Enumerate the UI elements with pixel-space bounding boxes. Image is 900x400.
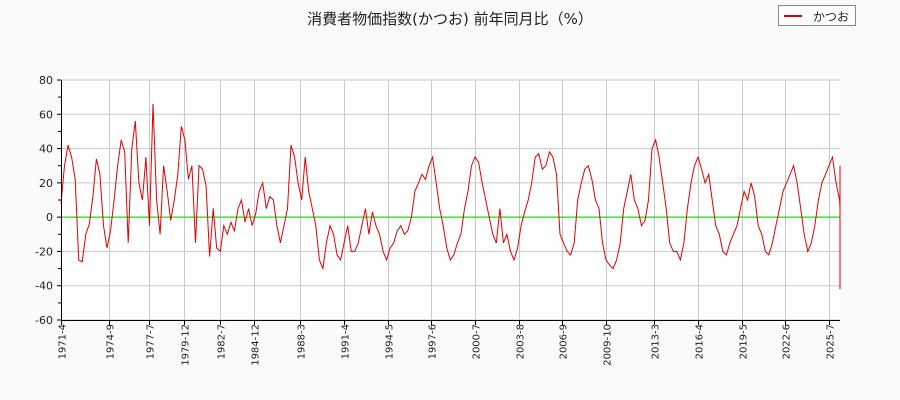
x-tick-label: 2000-7 <box>472 324 483 359</box>
x-tick-label: 2013-3 <box>651 324 662 359</box>
y-tick-label: -20 <box>35 245 53 258</box>
x-tick-label: 1991-4 <box>341 324 352 359</box>
legend-swatch-icon <box>784 15 802 17</box>
x-tick-label: 1977-7 <box>146 324 157 359</box>
x-tick-label: 2016-4 <box>695 324 706 359</box>
chart-title: 消費者物価指数(かつお) 前年同月比（%） <box>307 10 593 28</box>
x-tick-label: 1988-3 <box>297 324 308 359</box>
axes <box>57 79 840 325</box>
x-tick-label: 1982-7 <box>217 324 228 359</box>
series-line-katsuo <box>60 103 841 290</box>
x-tick-label: 1994-5 <box>385 324 396 359</box>
x-axis-labels: 1971-4 1974-9 1977-7 1979-12 1982-7 1984-12 19… <box>58 324 837 366</box>
x-tick-label: 2022-6 <box>782 324 793 359</box>
legend: かつお <box>778 5 856 26</box>
x-tick-label: 1979-12 <box>181 324 192 366</box>
y-tick-label: -60 <box>35 314 53 327</box>
x-tick-label: 2006-9 <box>559 324 570 359</box>
x-tick-label: 1974-9 <box>106 324 117 359</box>
y-tick-label: 20 <box>39 177 53 190</box>
y-tick-label: 80 <box>39 74 53 87</box>
x-tick-label: 1971-4 <box>58 324 69 359</box>
x-tick-label: 1997-6 <box>428 324 439 359</box>
grid-lines <box>61 79 840 321</box>
y-tick-label: 0 <box>46 211 53 224</box>
x-tick-label: 2003-8 <box>516 324 527 359</box>
y-axis-labels: 80 60 40 20 0 -20 -40 -60 <box>35 74 53 327</box>
legend-label: かつお <box>813 10 850 24</box>
x-tick-label: 1984-12 <box>251 324 262 366</box>
y-tick-label: 40 <box>39 143 53 156</box>
y-tick-label: 60 <box>39 108 53 121</box>
x-tick-label: 2019-5 <box>739 324 750 359</box>
x-tick-label: 2009-10 <box>603 324 614 366</box>
y-tick-label: -40 <box>35 280 53 293</box>
x-tick-label: 2025-7 <box>826 324 837 359</box>
